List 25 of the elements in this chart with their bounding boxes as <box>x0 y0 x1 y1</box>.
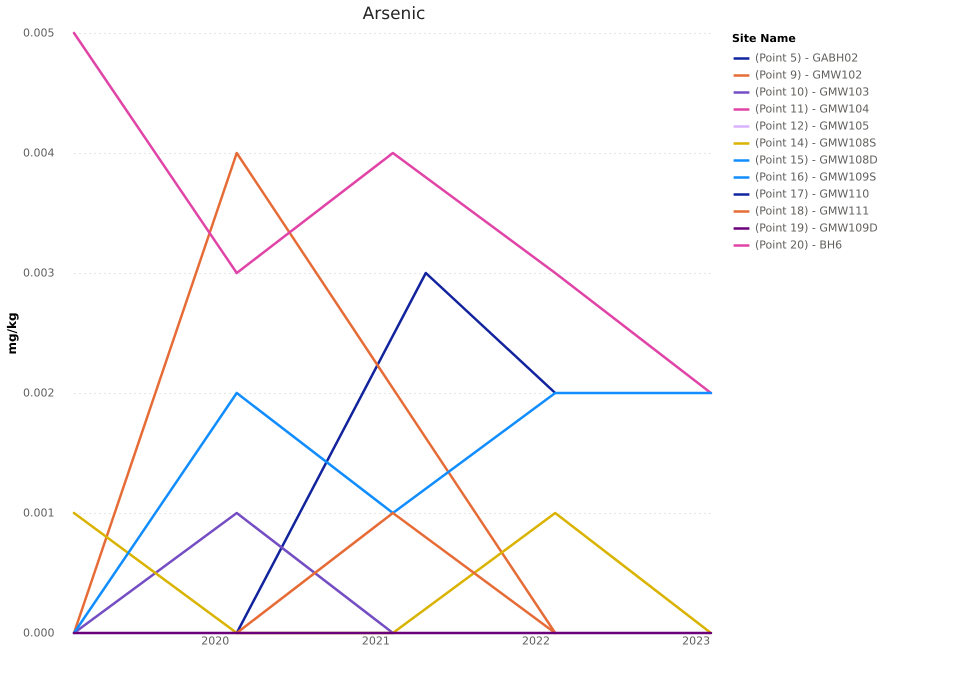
chart-title: Arsenic <box>362 4 426 24</box>
y-tick-label: 0.002 <box>23 386 54 400</box>
legend-label: (Point 18) - GMW111 <box>755 204 870 218</box>
legend-title: Site Name <box>732 32 796 45</box>
legend-label: (Point 14) - GMW108S <box>755 136 876 150</box>
legend-label: (Point 9) - GMW102 <box>755 68 862 82</box>
y-tick-label: 0.001 <box>23 506 54 520</box>
legend-label: (Point 20) - BH6 <box>755 238 842 252</box>
legend-label: (Point 15) - GMW108D <box>755 154 878 166</box>
legend-label: (Point 5) - GABH02 <box>755 52 858 64</box>
y-tick-label: 0.000 <box>23 626 54 640</box>
legend-label: (Point 10) - GMW103 <box>755 86 870 98</box>
legend-label: (Point 12) - GMW105 <box>755 120 870 132</box>
legend-label: (Point 16) - GMW109S <box>755 170 876 184</box>
x-tick-label: 2021 <box>362 634 390 648</box>
y-axis-title: mg/kg <box>5 312 20 355</box>
legend-label: (Point 19) - GMW109D <box>755 222 878 234</box>
x-tick-label: 2020 <box>201 634 230 648</box>
y-tick-label: 0.005 <box>23 26 54 40</box>
legend-label: (Point 17) - GMW110 <box>755 188 870 200</box>
y-tick-label: 0.004 <box>23 146 54 160</box>
x-tick-label: 2023 <box>682 634 710 648</box>
legend-label: (Point 11) - GMW104 <box>755 102 870 116</box>
y-tick-label: 0.003 <box>23 266 54 280</box>
x-tick-label: 2022 <box>522 634 550 648</box>
